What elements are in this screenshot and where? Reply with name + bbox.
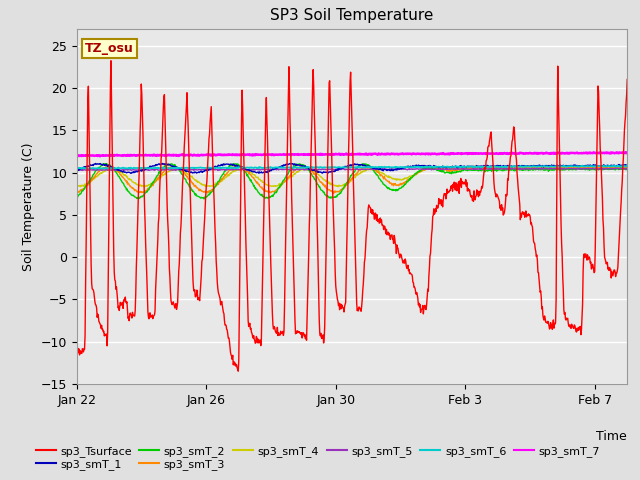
sp3_smT_7 [316, 152, 324, 157]
sp3_smT_2 [102, 161, 110, 167]
sp3_smT_7 [73, 153, 81, 159]
sp3_smT_7 [130, 152, 138, 158]
sp3_smT_3 [623, 164, 631, 169]
sp3_smT_6 [611, 163, 619, 168]
sp3_smT_6 [513, 163, 520, 169]
sp3_smT_4 [600, 162, 607, 168]
sp3_smT_4 [334, 184, 342, 190]
sp3_smT_1 [513, 163, 521, 169]
sp3_smT_5 [214, 168, 221, 173]
Y-axis label: Soil Temperature (C): Soil Temperature (C) [22, 142, 35, 271]
sp3_smT_6 [451, 164, 459, 169]
sp3_smT_5 [593, 165, 600, 171]
sp3_smT_2 [200, 196, 208, 202]
sp3_smT_5 [129, 167, 137, 172]
sp3_smT_2 [452, 170, 460, 176]
sp3_smT_3 [330, 191, 337, 196]
sp3_smT_3 [129, 186, 137, 192]
sp3_smT_4 [73, 183, 81, 189]
Line: sp3_smT_6: sp3_smT_6 [77, 166, 627, 169]
sp3_smT_3 [513, 165, 521, 171]
sp3_smT_7 [623, 150, 631, 156]
sp3_Tsurface [234, 368, 242, 374]
sp3_smT_5 [316, 167, 324, 172]
Text: TZ_osu: TZ_osu [85, 42, 134, 55]
sp3_Tsurface [513, 170, 521, 176]
sp3_smT_2 [623, 167, 631, 173]
sp3_smT_4 [316, 172, 323, 178]
sp3_smT_5 [502, 166, 510, 171]
sp3_smT_3 [503, 166, 511, 172]
sp3_smT_7 [502, 151, 510, 156]
sp3_smT_1 [73, 168, 81, 173]
sp3_smT_7 [96, 154, 104, 159]
sp3_Tsurface [503, 192, 511, 198]
sp3_smT_2 [73, 194, 81, 200]
sp3_smT_7 [451, 151, 459, 156]
sp3_smT_1 [130, 169, 138, 175]
sp3_smT_1 [623, 163, 631, 168]
Line: sp3_Tsurface: sp3_Tsurface [77, 61, 627, 371]
sp3_smT_4 [129, 179, 137, 185]
Line: sp3_smT_5: sp3_smT_5 [77, 168, 627, 170]
Line: sp3_smT_2: sp3_smT_2 [77, 164, 627, 199]
sp3_smT_1 [317, 169, 324, 175]
sp3_smT_1 [158, 160, 166, 166]
sp3_Tsurface [73, 349, 81, 355]
sp3_smT_2 [317, 186, 324, 192]
Text: Time: Time [596, 430, 627, 443]
sp3_smT_5 [73, 167, 81, 173]
Line: sp3_smT_1: sp3_smT_1 [77, 163, 627, 173]
sp3_Tsurface [623, 77, 631, 83]
sp3_smT_5 [296, 166, 304, 172]
sp3_Tsurface [317, 333, 324, 339]
Line: sp3_smT_4: sp3_smT_4 [77, 165, 627, 187]
sp3_smT_7 [296, 152, 304, 157]
sp3_smT_6 [130, 165, 138, 171]
sp3_smT_1 [127, 170, 134, 176]
sp3_smT_4 [451, 166, 459, 172]
sp3_smT_2 [297, 162, 305, 168]
sp3_smT_2 [513, 166, 521, 172]
Line: sp3_smT_7: sp3_smT_7 [77, 152, 627, 156]
sp3_smT_1 [503, 163, 511, 169]
sp3_smT_6 [296, 164, 304, 170]
sp3_smT_3 [316, 178, 324, 184]
sp3_smT_2 [130, 192, 138, 198]
sp3_smT_5 [451, 166, 459, 172]
sp3_Tsurface [452, 180, 460, 186]
sp3_smT_6 [502, 164, 510, 170]
sp3_smT_6 [73, 166, 81, 171]
sp3_smT_6 [316, 164, 324, 170]
sp3_smT_4 [623, 164, 631, 169]
Line: sp3_smT_3: sp3_smT_3 [77, 166, 627, 193]
sp3_Tsurface [297, 330, 305, 336]
sp3_smT_6 [83, 166, 90, 172]
sp3_smT_1 [452, 163, 460, 169]
sp3_smT_4 [502, 165, 510, 171]
sp3_smT_3 [452, 168, 460, 173]
sp3_Tsurface [107, 58, 115, 64]
sp3_smT_2 [503, 167, 511, 173]
Legend: sp3_Tsurface, sp3_smT_1, sp3_smT_2, sp3_smT_3, sp3_smT_4, sp3_smT_5, sp3_smT_6, : sp3_Tsurface, sp3_smT_1, sp3_smT_2, sp3_… [31, 442, 604, 474]
sp3_Tsurface [130, 313, 138, 319]
sp3_smT_3 [232, 163, 239, 168]
sp3_smT_6 [623, 163, 631, 169]
Title: SP3 Soil Temperature: SP3 Soil Temperature [270, 9, 434, 24]
sp3_smT_3 [296, 164, 304, 169]
sp3_smT_5 [623, 166, 631, 172]
sp3_smT_1 [297, 162, 305, 168]
sp3_smT_7 [622, 149, 630, 155]
sp3_smT_5 [513, 166, 520, 171]
sp3_smT_4 [513, 164, 520, 169]
sp3_smT_4 [296, 168, 303, 174]
sp3_smT_7 [513, 151, 520, 156]
sp3_smT_3 [73, 189, 81, 194]
